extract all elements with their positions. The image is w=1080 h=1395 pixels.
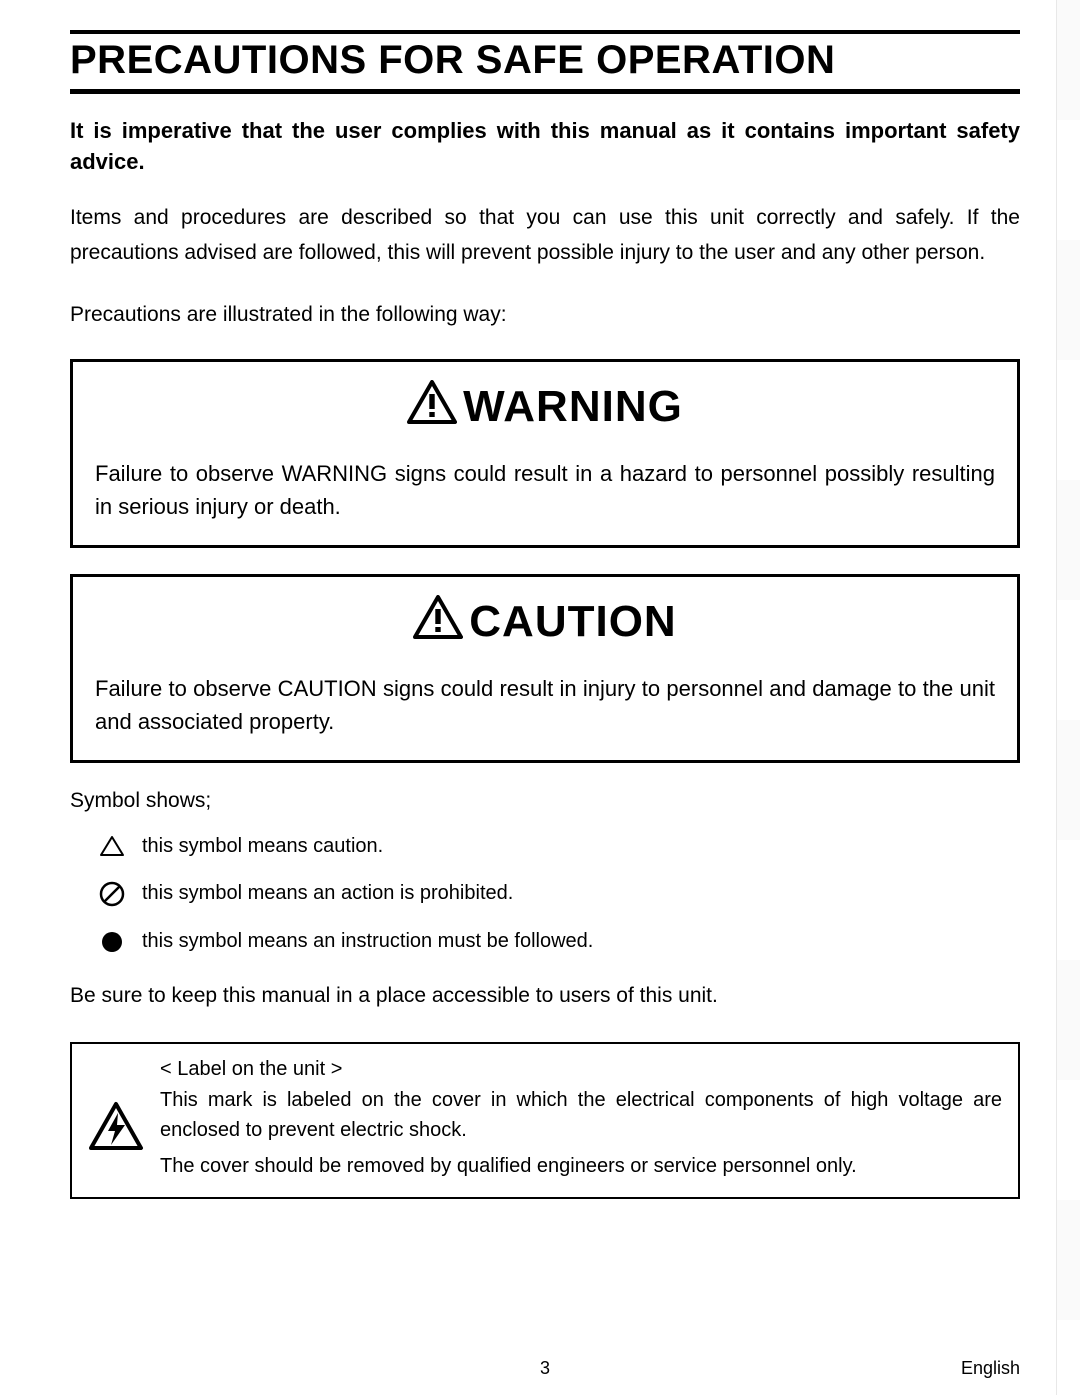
label-title: < Label on the unit > (160, 1058, 1002, 1081)
symbol-row-caution: this symbol means caution. (96, 835, 1020, 858)
warning-heading-text: WARNING (463, 382, 683, 432)
label-body-1: This mark is labeled on the cover in whi… (160, 1085, 1002, 1145)
page-title: PRECAUTIONS FOR SAFE OPERATION (70, 34, 1020, 89)
symbol-row-prohibited: this symbol means an action is prohibite… (96, 880, 1020, 908)
caution-text: Failure to observe CAUTION signs could r… (95, 672, 995, 738)
title-rule-bottom (70, 89, 1020, 94)
keep-manual-note: Be sure to keep this manual in a place a… (70, 984, 1020, 1008)
page-footer: 3 English (70, 1358, 1020, 1379)
filled-circle-icon (96, 930, 128, 954)
triangle-outline-icon (96, 835, 128, 857)
symbol-prohibited-text: this symbol means an action is prohibite… (142, 882, 513, 905)
intro-paragraph-1: Items and procedures are described so th… (70, 200, 1020, 271)
symbol-instruction-text: this symbol means an instruction must be… (142, 930, 593, 953)
scan-edge-artifact (1056, 0, 1080, 1395)
caution-box: CAUTION Failure to observe CAUTION signs… (70, 574, 1020, 763)
symbol-caution-text: this symbol means caution. (142, 835, 383, 858)
prohibited-icon (96, 880, 128, 908)
warning-box: WARNING Failure to observe WARNING signs… (70, 359, 1020, 548)
symbols-label: Symbol shows; (70, 789, 1020, 813)
warning-heading: WARNING (95, 380, 995, 435)
label-on-unit-box: < Label on the unit > This mark is label… (70, 1042, 1020, 1199)
caution-triangle-icon (413, 595, 463, 650)
intro-paragraph-2: Precautions are illustrated in the follo… (70, 297, 1020, 333)
caution-heading: CAUTION (95, 595, 995, 650)
warning-text: Failure to observe WARNING signs could r… (95, 457, 995, 523)
label-text-column: < Label on the unit > This mark is label… (160, 1058, 1002, 1181)
page: PRECAUTIONS FOR SAFE OPERATION It is imp… (0, 0, 1080, 1395)
electric-shock-triangle-icon (88, 1101, 144, 1156)
warning-triangle-icon (407, 380, 457, 435)
title-block: PRECAUTIONS FOR SAFE OPERATION (70, 30, 1020, 94)
caution-heading-text: CAUTION (469, 597, 676, 647)
label-body-2: The cover should be removed by qualified… (160, 1151, 1002, 1181)
page-number: 3 (540, 1358, 550, 1379)
label-icon-column (88, 1058, 144, 1181)
symbol-row-instruction: this symbol means an instruction must be… (96, 930, 1020, 954)
footer-language: English (961, 1358, 1020, 1379)
subheading: It is imperative that the user complies … (70, 116, 1020, 178)
